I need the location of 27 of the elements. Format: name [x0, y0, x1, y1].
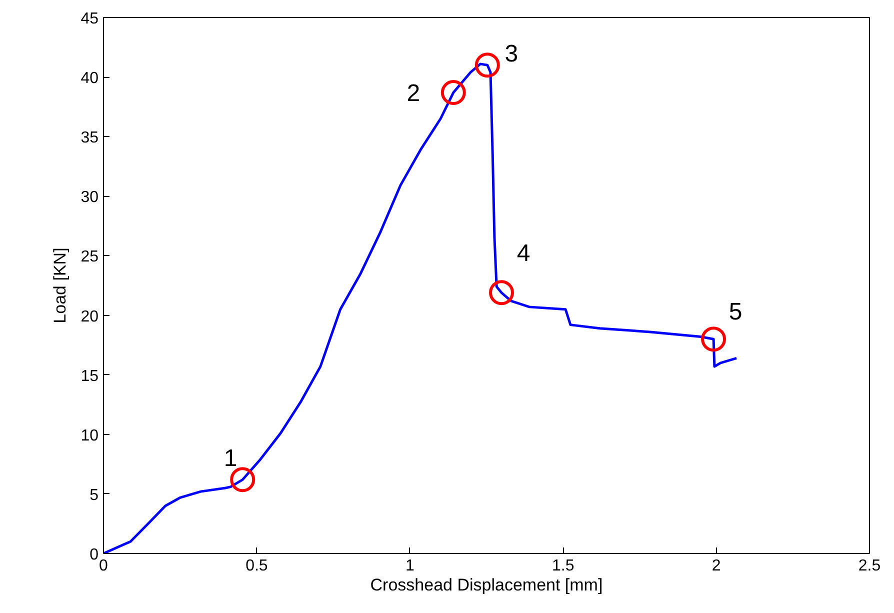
point: [230, 467, 256, 492]
y-tick-label: 15: [80, 368, 99, 385]
x-tick-label: 1.5: [552, 558, 574, 574]
x-tick-label: 2: [712, 558, 721, 574]
annotation: 2: [406, 80, 420, 108]
y-tick-label: 20: [80, 308, 99, 326]
y-tick-label: 0: [90, 546, 99, 564]
annotation: 3: [504, 40, 518, 68]
annotation: 1: [224, 445, 238, 472]
y-tick-label: 25: [80, 248, 99, 266]
y-tick-label: 45: [80, 10, 99, 28]
y-tick-label: 35: [80, 130, 99, 147]
x-tick-label: 2.5: [858, 558, 881, 574]
annotation: 4: [516, 240, 530, 268]
point: [489, 280, 514, 306]
y-tick-label: 10: [80, 427, 99, 444]
y-axis-title: Load [KN]: [50, 248, 70, 324]
x-tick-label: 0.5: [246, 558, 268, 574]
y-tick-label: 5: [90, 486, 99, 504]
y-tick-label: 40: [80, 70, 99, 88]
annotation: 5: [728, 298, 742, 326]
point: [701, 326, 726, 352]
y-tick-label: 30: [80, 189, 99, 206]
point: [474, 52, 500, 78]
point: [440, 80, 466, 106]
x-axis-title: Crosshead Displacement [mm]: [370, 576, 603, 594]
x-tick-label: 1: [405, 558, 414, 574]
